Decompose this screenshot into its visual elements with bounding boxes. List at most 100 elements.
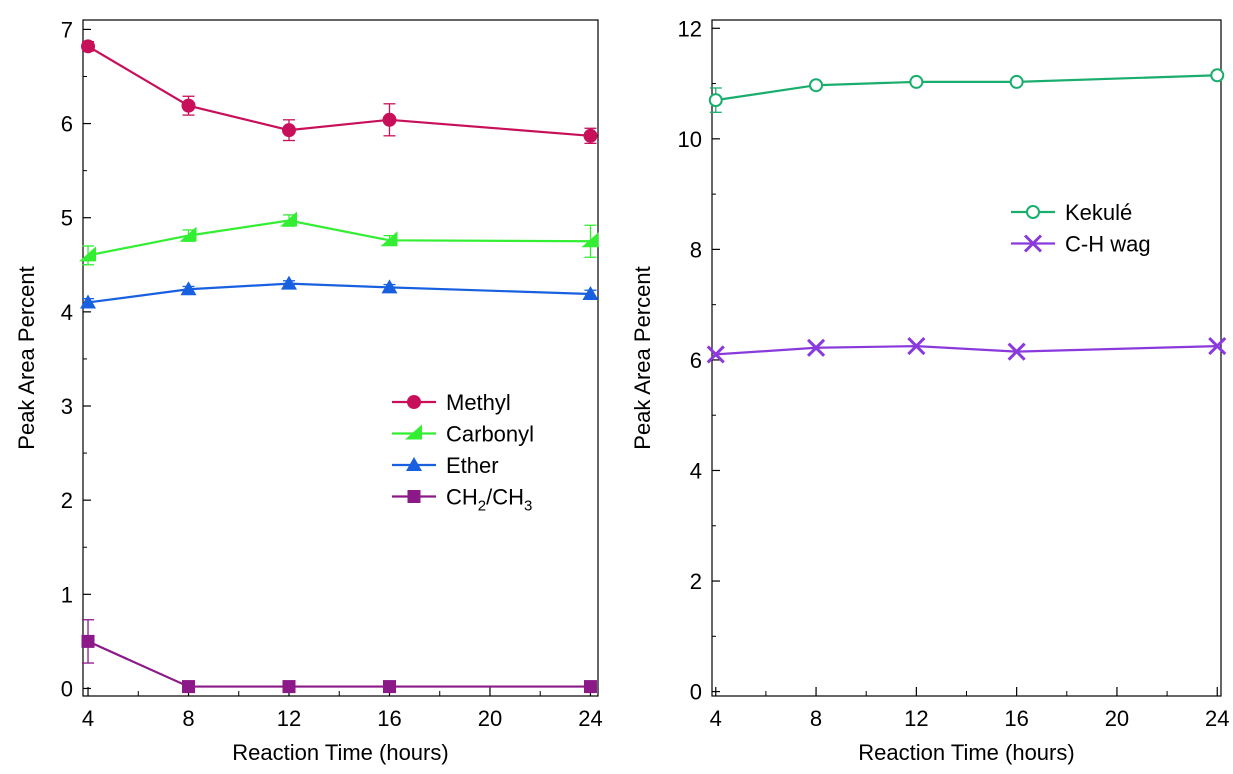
data-point: [806, 338, 826, 357]
x-axis-title: Reaction Time (hours): [858, 740, 1074, 765]
x-tick-label: 8: [182, 706, 194, 731]
data-point: [282, 680, 296, 694]
y-tick-label: 0: [61, 676, 73, 701]
legend-label-part: /CH: [486, 485, 524, 510]
y-tick-label: 8: [690, 237, 702, 262]
data-point: [1208, 337, 1227, 356]
series-line: [87, 640, 591, 688]
plot-frame: [711, 19, 1222, 697]
x-marker-stroke: [1023, 234, 1043, 253]
y-tick-label: 3: [61, 394, 73, 419]
data-point: [583, 680, 597, 694]
data-point: [81, 634, 95, 648]
data-point: [179, 226, 197, 242]
data-point: [382, 112, 397, 127]
data-point: [1007, 342, 1026, 361]
data-point: [182, 680, 196, 694]
legend-label: Carbonyl: [446, 422, 534, 447]
data-point: [281, 275, 297, 290]
series-methyl: [81, 39, 598, 144]
y-tick-label: 4: [61, 300, 73, 325]
legend-entry: Carbonyl: [392, 422, 534, 447]
data-point: [1009, 74, 1024, 89]
series-ch2-ch3: [81, 619, 597, 694]
y-tick-label: 2: [690, 569, 702, 594]
x-tick-label: 16: [1004, 706, 1028, 731]
series-line: [715, 345, 1218, 356]
series-c-h-wag: [706, 337, 1227, 364]
data-point: [81, 39, 96, 54]
y-tick-label: 2: [61, 488, 73, 513]
legend-entry: Ether: [392, 453, 499, 478]
legend-label: Ether: [446, 453, 499, 478]
y-tick-label: 6: [690, 348, 702, 373]
x-tick-label: 24: [578, 706, 602, 731]
x-tick-label: 12: [277, 706, 301, 731]
data-point: [581, 232, 599, 248]
data-point: [582, 285, 599, 300]
legend-entry: C-H wag: [1011, 232, 1151, 257]
x-marker-stroke: [706, 345, 725, 364]
data-point: [583, 128, 598, 143]
data-point: [1210, 68, 1225, 83]
data-point: [180, 281, 197, 296]
data-point: [380, 231, 398, 247]
data-point: [282, 123, 296, 138]
x-tick-label: 12: [904, 706, 928, 731]
legend-marker: [406, 457, 422, 471]
x-marker-stroke: [1208, 337, 1227, 356]
series-line: [87, 219, 591, 257]
legend-label: Kekulé: [1065, 200, 1132, 225]
x-marker-stroke: [806, 338, 826, 357]
data-point: [382, 680, 396, 694]
data-point: [381, 279, 398, 294]
data-point: [280, 211, 297, 227]
x-tick-label: 4: [82, 706, 94, 731]
legend-entry: Methyl: [392, 390, 511, 415]
legend-marker: [407, 490, 421, 503]
legend-entry: Kekulé: [1011, 200, 1132, 225]
y-tick-label: 7: [61, 17, 73, 42]
x-tick-label: 24: [1205, 706, 1229, 731]
x-tick-label: 16: [377, 706, 401, 731]
y-tick-label: 0: [690, 680, 702, 705]
data-point: [80, 294, 97, 309]
legend-label-part: 3: [524, 498, 532, 515]
series-line: [87, 45, 591, 137]
data-point: [708, 93, 723, 108]
legend-marker: [1026, 205, 1040, 219]
x-tick-label: 20: [478, 706, 502, 731]
legend-label-part: CH: [446, 485, 478, 510]
data-point: [706, 345, 725, 364]
legend-label: C-H wag: [1065, 232, 1151, 257]
data-point: [181, 98, 196, 113]
series-line: [715, 74, 1218, 102]
legend-label-ch2-ch3: CH2/CH3: [446, 485, 532, 515]
y-tick-label: 5: [61, 206, 73, 231]
y-tick-label: 4: [690, 458, 702, 483]
series-carbonyl: [79, 211, 599, 266]
legend-label: Methyl: [446, 390, 511, 415]
x-axis-title: Reaction Time (hours): [232, 740, 448, 765]
legend-marker: [1023, 234, 1043, 253]
legend-marker: [407, 395, 421, 409]
data-point: [809, 78, 824, 93]
y-tick-label: 1: [61, 582, 73, 607]
y-tick-label: 12: [678, 16, 702, 41]
plot-frame: [82, 19, 599, 697]
x-tick-label: 4: [710, 706, 722, 731]
legend-marker: [405, 424, 422, 440]
x-marker-stroke: [907, 337, 926, 356]
y-tick-label: 10: [678, 127, 702, 152]
series-kekul-: [708, 68, 1225, 113]
series-ether: [80, 275, 599, 309]
data-point: [79, 246, 97, 262]
y-axis-title: Peak Area Percent: [14, 266, 39, 449]
data-point: [909, 74, 924, 89]
x-tick-label: 8: [810, 706, 822, 731]
x-tick-label: 20: [1105, 706, 1129, 731]
series-line: [87, 282, 591, 304]
